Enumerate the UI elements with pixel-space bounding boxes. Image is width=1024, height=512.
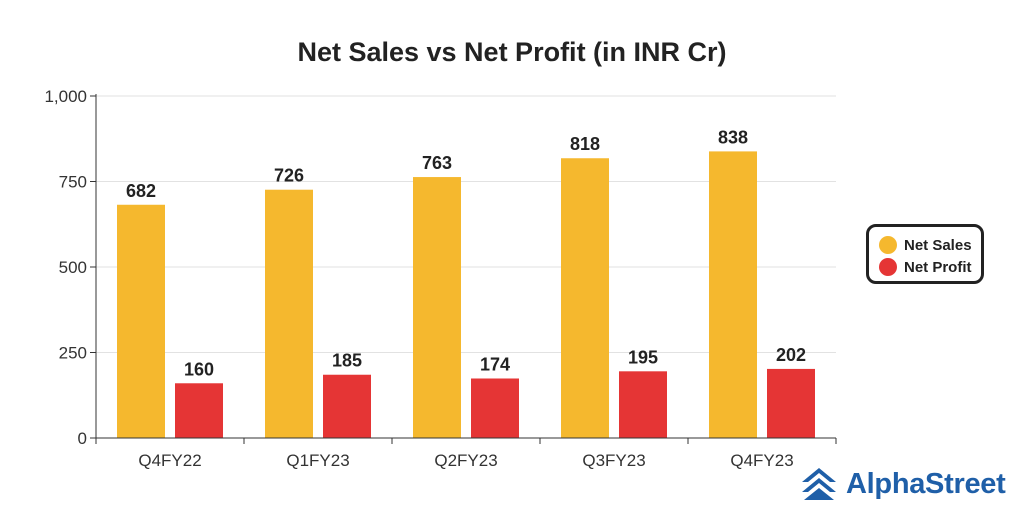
data-label: 726 (274, 166, 304, 186)
data-label: 838 (718, 127, 748, 147)
brand-logo: AlphaStreet (800, 466, 1006, 502)
y-tick-label: 500 (59, 258, 87, 277)
legend-label-net-sales: Net Sales (904, 236, 972, 254)
alphastreet-logo-icon (802, 468, 836, 500)
bar-net-sales (117, 204, 165, 438)
brand-name: AlphaStreet (846, 467, 1006, 500)
bar-net-sales (561, 158, 609, 438)
bar-net-profit (471, 378, 519, 438)
chart-title: Net Sales vs Net Profit (in INR Cr) (297, 37, 726, 67)
data-label: 160 (184, 359, 214, 379)
y-axis: 0 250 500 750 1,000 (44, 87, 97, 448)
legend: Net Sales Net Profit (866, 224, 984, 284)
bar-net-profit (175, 383, 223, 438)
x-axis: Q4FY22 Q1FY23 Q2FY23 Q3FY23 Q4FY23 (95, 437, 837, 470)
data-label: 185 (332, 351, 362, 371)
data-label: 195 (628, 347, 658, 367)
y-tick-label: 750 (59, 173, 87, 192)
bar-net-profit (323, 374, 371, 438)
x-tick-label: Q2FY23 (434, 451, 497, 470)
x-tick-label: Q1FY23 (286, 451, 349, 470)
legend-item-net-profit: Net Profit (879, 256, 981, 278)
x-tick-label: Q4FY23 (730, 451, 793, 470)
data-label: 174 (480, 354, 510, 374)
legend-swatch-net-sales (879, 236, 897, 254)
y-tick-label: 250 (59, 344, 87, 363)
data-labels: 682 160 726 185 763 174 818 195 838 202 (126, 127, 806, 379)
legend-item-net-sales: Net Sales (879, 234, 981, 256)
bar-net-sales (709, 151, 757, 439)
y-tick-label: 1,000 (44, 87, 87, 106)
bars (117, 151, 815, 439)
y-tick-label: 0 (78, 429, 87, 448)
bar-net-sales (265, 189, 313, 438)
bar-net-profit (767, 368, 815, 438)
data-label: 202 (776, 345, 806, 365)
data-label: 818 (570, 134, 600, 154)
legend-swatch-net-profit (879, 258, 897, 276)
data-label: 763 (422, 153, 452, 173)
x-tick-label: Q4FY22 (138, 451, 201, 470)
bar-net-profit (619, 371, 667, 438)
data-label: 682 (126, 181, 156, 201)
x-tick-label: Q3FY23 (582, 451, 645, 470)
bar-net-sales (413, 177, 461, 438)
legend-label-net-profit: Net Profit (904, 258, 972, 276)
